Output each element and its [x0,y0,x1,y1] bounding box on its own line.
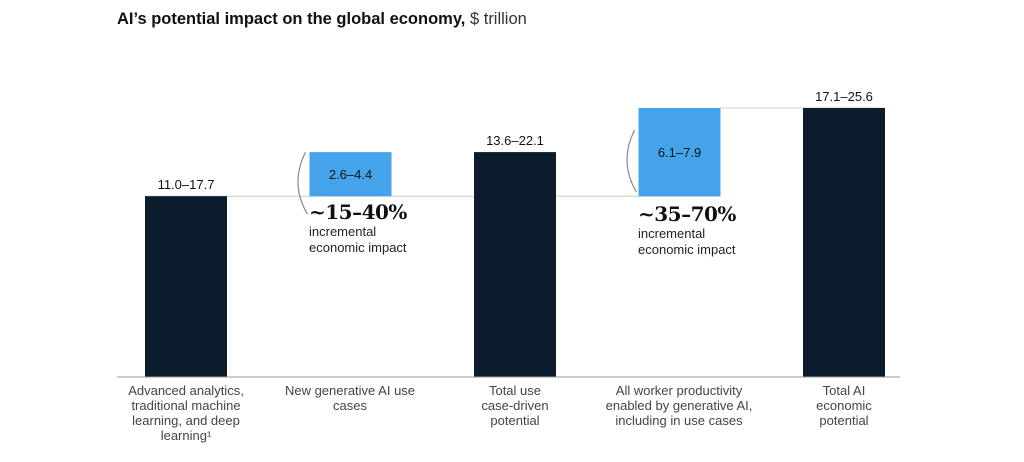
annotation-text: economic impact [638,242,736,257]
data-label: 13.6–22.1 [486,133,544,148]
title-unit: $ trillion [469,10,527,28]
annotation-1: ~15–40% incremental economic impact [309,200,407,256]
category-label: Advanced analytics, traditional machine … [128,383,244,443]
bracket-icon [626,129,638,193]
data-label: 11.0–17.7 [158,177,215,192]
category-label: All worker productivity enabled by gener… [605,383,753,428]
chart-title: AI’s potential impact on the global econ… [117,10,527,29]
annotation-2: ~35–70% incremental economic impact [638,202,736,258]
annotation-text: incremental [309,224,377,239]
data-label: 6.1–7.9 [658,145,701,160]
bar-1 [145,196,227,377]
data-label: 2.6–4.4 [329,167,372,182]
bar-4 [638,108,721,197]
bar-5 [803,108,885,377]
annotation-text: economic impact [309,240,407,255]
bar-2 [309,152,392,197]
category-label: Total use case-driven potential [481,383,549,428]
title-text: AI’s potential impact on the global econ… [117,10,466,28]
bracket-icon [297,151,309,215]
annotation-pct: ~15–40% [309,200,407,224]
category-label: New generative AI use cases [284,383,416,413]
annotation-pct: ~35–70% [638,202,736,226]
data-label: 17.1–25.6 [815,89,873,104]
bar-3 [474,152,556,377]
annotation-text: incremental [638,226,706,241]
category-label: Total AI economic potential [816,383,872,428]
